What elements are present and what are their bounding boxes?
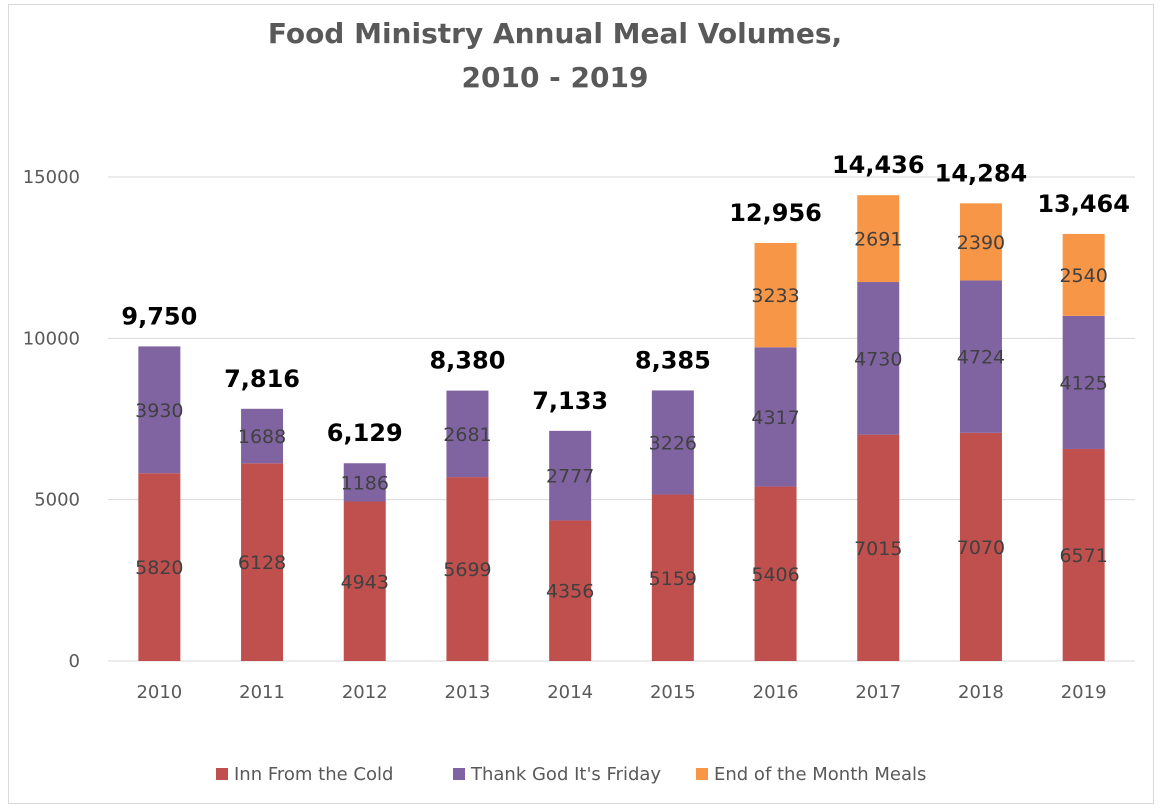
x-tick-label: 2015 — [650, 682, 696, 703]
chart-title-line-1: Food Ministry Annual Meal Volumes, — [268, 17, 842, 50]
bar-segment — [549, 520, 592, 661]
total-label: 14,436 — [832, 151, 925, 179]
legend-label: Inn From the Cold — [234, 764, 393, 785]
total-label: 7,133 — [532, 387, 608, 415]
data-label: 2777 — [546, 466, 594, 488]
data-label: 4356 — [546, 581, 594, 603]
bar-segment — [343, 501, 386, 661]
x-tick-label: 2010 — [136, 682, 182, 703]
data-label: 5406 — [751, 564, 799, 586]
x-tick-label: 2017 — [855, 682, 901, 703]
total-label: 13,464 — [1037, 190, 1130, 218]
bar-segment — [1062, 233, 1105, 316]
bar-segment — [446, 477, 489, 661]
y-tick-label: 10000 — [23, 328, 80, 349]
total-label: 14,284 — [935, 159, 1028, 187]
bar-segment — [241, 463, 284, 661]
x-tick-label: 2011 — [239, 682, 285, 703]
data-label: 1688 — [238, 426, 286, 448]
bar-segment — [651, 390, 694, 495]
legend-swatch — [696, 768, 708, 780]
bar-segment — [754, 242, 797, 348]
data-label: 4943 — [341, 571, 389, 593]
total-label: 9,750 — [121, 302, 197, 330]
bar-segment — [343, 463, 386, 502]
data-label: 1186 — [341, 472, 389, 494]
data-label: 6128 — [238, 552, 286, 574]
x-tick-label: 2018 — [958, 682, 1004, 703]
x-tick-label: 2012 — [342, 682, 388, 703]
bar-segment — [651, 494, 694, 661]
data-label: 4724 — [957, 347, 1005, 369]
bar-segment — [1062, 315, 1105, 449]
total-label: 8,380 — [429, 347, 505, 375]
data-label: 3226 — [649, 432, 697, 454]
chart-title-line-2: 2010 - 2019 — [462, 61, 649, 94]
total-label: 7,816 — [224, 365, 300, 393]
bar-segment — [549, 430, 592, 521]
x-tick-label: 2014 — [547, 682, 593, 703]
data-label: 3233 — [751, 285, 799, 307]
y-tick-label: 15000 — [23, 167, 80, 188]
y-tick-label: 5000 — [34, 490, 80, 511]
bar-segment — [446, 390, 489, 478]
bar-segment — [241, 408, 284, 464]
data-label: 3930 — [135, 400, 183, 422]
legend-label: End of the Month Meals — [714, 764, 926, 785]
bar-segment — [1062, 448, 1105, 661]
bar-segment — [138, 346, 181, 474]
x-tick-label: 2013 — [445, 682, 491, 703]
data-label: 2681 — [443, 424, 491, 446]
data-label: 7070 — [957, 537, 1005, 559]
total-label: 12,956 — [729, 199, 822, 227]
bar-segment — [959, 280, 1002, 433]
legend-swatch — [216, 768, 228, 780]
data-label: 5159 — [649, 568, 697, 590]
data-label: 6571 — [1059, 545, 1107, 567]
data-label: 5699 — [443, 559, 491, 581]
data-label: 5820 — [135, 557, 183, 579]
data-label: 2691 — [854, 229, 902, 251]
bar-segment — [857, 434, 900, 661]
total-label: 6,129 — [327, 419, 403, 447]
x-tick-label: 2016 — [753, 682, 799, 703]
data-label: 7015 — [854, 538, 902, 560]
bar-segment — [959, 203, 1002, 281]
x-tick-label: 2019 — [1061, 682, 1107, 703]
bar-segment — [857, 195, 900, 283]
total-label: 8,385 — [635, 346, 711, 374]
data-label: 4125 — [1059, 372, 1107, 394]
legend-swatch — [453, 768, 465, 780]
data-label: 4317 — [751, 407, 799, 429]
legend-label: Thank God It's Friday — [470, 764, 661, 785]
bar-segment — [754, 486, 797, 661]
y-tick-label: 0 — [69, 651, 80, 672]
bar-segment — [754, 347, 797, 487]
data-label: 2540 — [1059, 265, 1107, 287]
data-label: 2390 — [957, 232, 1005, 254]
bar-segment — [857, 282, 900, 435]
bar-segment — [138, 473, 181, 661]
data-label: 4730 — [854, 348, 902, 370]
bar-segment — [959, 432, 1002, 661]
